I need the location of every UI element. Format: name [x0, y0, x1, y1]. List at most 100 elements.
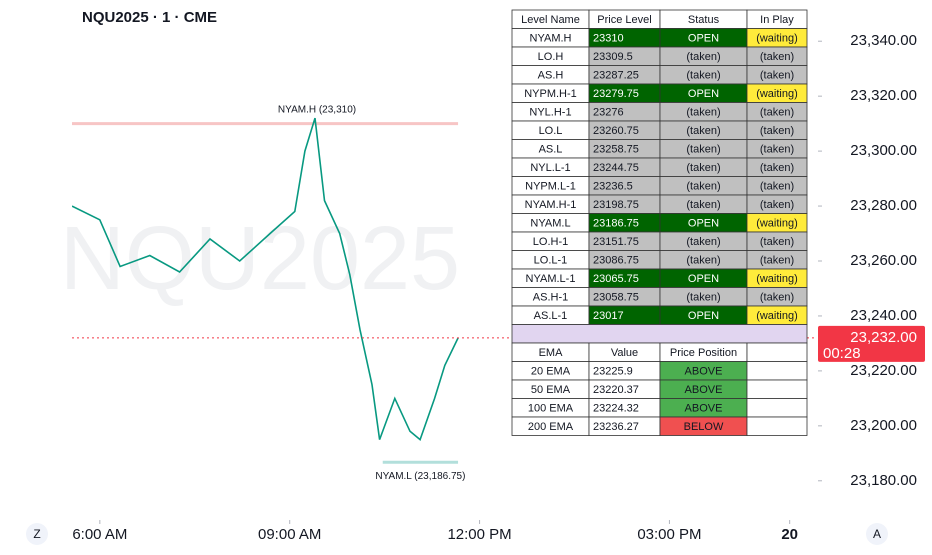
- countdown: 00:28: [823, 345, 861, 362]
- level-label: NYAM.L (23,186.75): [375, 471, 465, 482]
- table-text: In Play: [760, 14, 794, 26]
- table-text: (taken): [686, 292, 720, 304]
- table-text: OPEN: [688, 273, 719, 285]
- table-text: NYAM.H: [530, 33, 572, 45]
- table-text: (taken): [686, 162, 720, 174]
- table-text: (waiting): [756, 273, 798, 285]
- table-text: (waiting): [756, 33, 798, 45]
- table-text: (taken): [686, 144, 720, 156]
- table-text: 23224.32: [593, 403, 639, 415]
- table-text: (taken): [760, 144, 794, 156]
- table-text: Value: [611, 347, 638, 359]
- chart-title: NQU2025 · 1 · CME: [82, 9, 217, 26]
- table-text: 23276: [593, 107, 624, 119]
- table-text: 200 EMA: [528, 421, 574, 433]
- table-text: 23260.75: [593, 125, 639, 137]
- table-text: ABOVE: [685, 366, 723, 378]
- table-text: (waiting): [756, 88, 798, 100]
- table-text: OPEN: [688, 218, 719, 230]
- table-text: 100 EMA: [528, 403, 574, 415]
- table-cell: [746, 416, 808, 436]
- table-text: NYL.L-1: [530, 162, 570, 174]
- table-text: OPEN: [688, 33, 719, 45]
- table-text: (taken): [686, 125, 720, 137]
- table-text: Level Name: [521, 14, 580, 26]
- table-text: (taken): [686, 51, 720, 63]
- x-tick-label: 09:00 AM: [258, 526, 321, 543]
- x-tick-label: 12:00 PM: [447, 526, 511, 543]
- table-text: LO.L: [539, 125, 563, 137]
- table-text: 23017: [593, 310, 624, 322]
- table-text: (taken): [760, 125, 794, 137]
- y-tick-label: 23,180.00: [850, 472, 917, 489]
- table-text: Status: [688, 14, 720, 26]
- table-text: 23236.5: [593, 181, 633, 193]
- button-bg[interactable]: [866, 523, 888, 545]
- table-text: 23309.5: [593, 51, 633, 63]
- table-text: (taken): [760, 255, 794, 267]
- table-text: NYPM.L-1: [525, 181, 576, 193]
- table-text: 23086.75: [593, 255, 639, 267]
- table-text: (taken): [760, 70, 794, 82]
- x-tick-label: 6:00 AM: [72, 526, 127, 543]
- table-text: 23236.27: [593, 421, 639, 433]
- table-text: AS.H-1: [533, 292, 568, 304]
- table-text: ABOVE: [685, 384, 723, 396]
- table-text: 23258.75: [593, 144, 639, 156]
- table-text: (taken): [760, 181, 794, 193]
- table-text: 23279.75: [593, 88, 639, 100]
- price-label: 23,232.00: [850, 329, 917, 346]
- table-text: AS.L: [539, 144, 563, 156]
- table-text: Price Level: [597, 14, 651, 26]
- table-cell: [746, 342, 808, 362]
- y-tick-label: 23,240.00: [850, 307, 917, 324]
- table-text: (taken): [686, 236, 720, 248]
- table-text: 23198.75: [593, 199, 639, 211]
- table-text: NYAM.L-1: [526, 273, 576, 285]
- tables: Level Name Price Level Status In Play NYAM.H…: [511, 9, 808, 436]
- table-text: (taken): [760, 107, 794, 119]
- button-bg[interactable]: [26, 523, 48, 545]
- y-tick-label: 23,320.00: [850, 87, 917, 104]
- table-text: (taken): [686, 199, 720, 211]
- table-text: 23244.75: [593, 162, 639, 174]
- table-cell: [746, 379, 808, 399]
- y-tick-label: 23,260.00: [850, 252, 917, 269]
- y-tick-label: 23,220.00: [850, 362, 917, 379]
- zoom-button[interactable]: Z: [33, 527, 40, 541]
- plot-area: [72, 117, 815, 464]
- level-label: NYAM.H (23,310): [278, 104, 356, 115]
- table-text: BELOW: [684, 421, 724, 433]
- table-text: (waiting): [756, 218, 798, 230]
- table-text: OPEN: [688, 88, 719, 100]
- table-text: NYL.H-1: [529, 107, 571, 119]
- watermark: NQU2025: [60, 209, 460, 309]
- x-tick-label: 03:00 PM: [637, 526, 701, 543]
- table-separator: [511, 324, 808, 344]
- table-text: (taken): [760, 51, 794, 63]
- y-tick-label: 23,280.00: [850, 197, 917, 214]
- table-text: LO.H: [538, 51, 564, 63]
- table-text: 23310: [593, 33, 624, 45]
- table-text: 23058.75: [593, 292, 639, 304]
- y-tick-label: 23,340.00: [850, 32, 917, 49]
- price-line: [72, 117, 459, 441]
- table-text: (waiting): [756, 310, 798, 322]
- auto-button[interactable]: A: [873, 527, 881, 541]
- table-text: 23151.75: [593, 236, 639, 248]
- table-text: NYAM.H-1: [525, 199, 577, 211]
- table-cell: [746, 398, 808, 418]
- table-text: AS.L-1: [534, 310, 568, 322]
- table-text: 20 EMA: [531, 366, 571, 378]
- table-text: NYPM.H-1: [524, 88, 577, 100]
- table-text: 23225.9: [593, 366, 633, 378]
- table-text: (taken): [760, 162, 794, 174]
- table-text: Price Position: [670, 347, 737, 359]
- table-text: (taken): [686, 107, 720, 119]
- table-text: ABOVE: [685, 403, 723, 415]
- table-text: 50 EMA: [531, 384, 571, 396]
- y-tick-label: 23,300.00: [850, 142, 917, 159]
- table-text: OPEN: [688, 310, 719, 322]
